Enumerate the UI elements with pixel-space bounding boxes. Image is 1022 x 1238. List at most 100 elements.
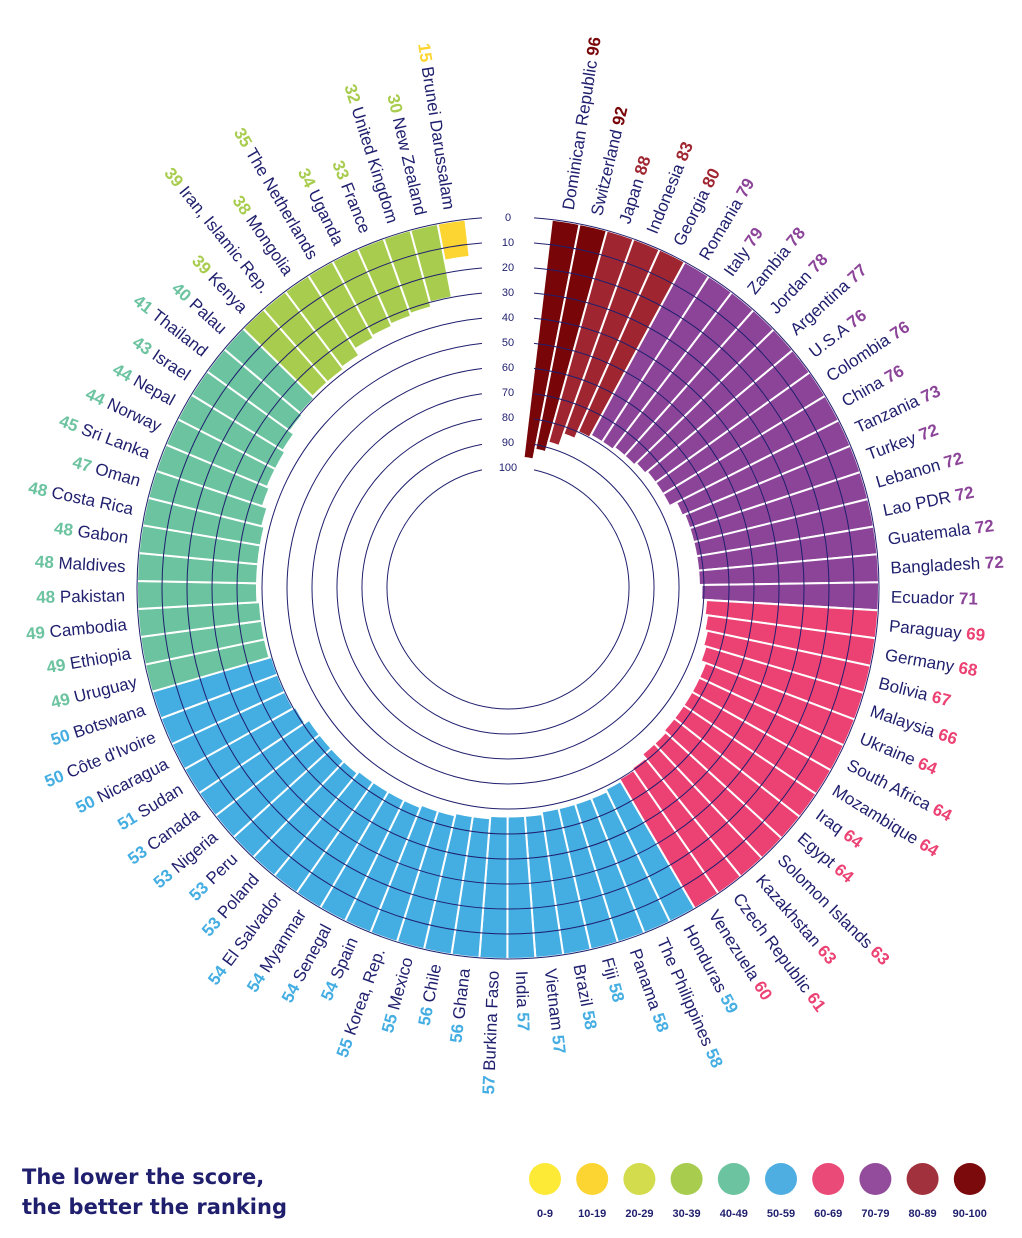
country-label: India 57 bbox=[512, 970, 533, 1031]
legend-swatch bbox=[623, 1163, 656, 1195]
country-name: Guatemala bbox=[887, 519, 972, 549]
country-score: 45 bbox=[57, 411, 81, 435]
country-score: 80 bbox=[698, 165, 723, 190]
country-score: 68 bbox=[957, 658, 979, 680]
country-score: 47 bbox=[70, 452, 93, 476]
country-name: Iraq bbox=[812, 805, 847, 838]
legend-swatch bbox=[765, 1163, 797, 1195]
country-score: 49 bbox=[45, 655, 67, 677]
legend-swatch bbox=[529, 1163, 561, 1195]
ring-70 bbox=[311, 393, 705, 785]
ring-tick-label: 30 bbox=[502, 287, 514, 299]
country-label: 49 Cambodia bbox=[25, 615, 128, 644]
country-name: Burkina Faso bbox=[479, 970, 502, 1071]
country-score: 78 bbox=[782, 223, 809, 250]
country-score: 58 bbox=[702, 1046, 727, 1071]
bars bbox=[135, 218, 880, 961]
country-score: 61 bbox=[803, 989, 830, 1016]
country-label: 57 Burkina Faso bbox=[478, 970, 502, 1094]
country-score: 50 bbox=[73, 791, 98, 817]
country-score: 48 bbox=[27, 478, 49, 500]
note-line-1: The lower the score, bbox=[22, 1165, 265, 1189]
country-name: Peru bbox=[202, 849, 241, 888]
legend-swatch bbox=[859, 1163, 892, 1195]
ring-tick-label: 100 bbox=[499, 462, 517, 474]
country-score: 58 bbox=[605, 981, 628, 1004]
country-score: 66 bbox=[936, 724, 960, 748]
country-score: 64 bbox=[831, 860, 858, 887]
ring-20 bbox=[186, 267, 830, 910]
country-score: 55 bbox=[378, 1012, 401, 1035]
ring-50 bbox=[261, 342, 755, 835]
country-score: 76 bbox=[881, 361, 907, 387]
country-label: 48 Gabon bbox=[53, 518, 130, 547]
country-name: Maldives bbox=[58, 553, 126, 576]
country-score: 34 bbox=[294, 165, 320, 191]
country-score: 57 bbox=[478, 1075, 498, 1095]
country-name: Nepal bbox=[130, 371, 178, 409]
country-name: Italy bbox=[720, 243, 754, 280]
legend-label: 90-100 bbox=[953, 1208, 987, 1220]
country-label: Ecuador 71 bbox=[891, 587, 978, 608]
country-score: 57 bbox=[514, 1012, 534, 1032]
country-score: 50 bbox=[48, 725, 72, 749]
country-score: 39 bbox=[161, 164, 188, 191]
country-score: 67 bbox=[930, 687, 953, 710]
country-score: 76 bbox=[887, 317, 913, 343]
country-name: Turkey bbox=[864, 428, 919, 464]
country-score: 48 bbox=[36, 587, 55, 606]
country-label: Bangladesh 72 bbox=[890, 552, 1004, 577]
ring-tick-label: 90 bbox=[502, 437, 514, 449]
ring-tick-label: 70 bbox=[502, 387, 514, 399]
legend-label: 70-79 bbox=[861, 1208, 889, 1220]
country-score: 59 bbox=[717, 991, 743, 1017]
country-score: 88 bbox=[630, 153, 654, 177]
ring-tick-label: 50 bbox=[502, 337, 514, 349]
legend-label: 20-29 bbox=[625, 1208, 653, 1220]
ring-tick-label: 0 bbox=[505, 212, 511, 224]
country-name: Brazil bbox=[570, 963, 597, 1008]
country-score: 64 bbox=[916, 834, 943, 860]
country-score: 30 bbox=[384, 92, 407, 115]
country-name: Japan bbox=[615, 176, 647, 226]
country-name: Gabon bbox=[76, 521, 129, 547]
country-label: Paraguay 69 bbox=[888, 616, 986, 644]
country-name: Chile bbox=[419, 962, 445, 1004]
country-name: Germany bbox=[884, 645, 957, 676]
country-score: 72 bbox=[953, 482, 975, 504]
ring-tick-label: 10 bbox=[502, 237, 514, 249]
ring-tick-label: 20 bbox=[502, 262, 514, 274]
country-label: Vietnam 57 bbox=[541, 968, 569, 1055]
country-name: France bbox=[338, 180, 375, 236]
ring-30 bbox=[211, 292, 805, 885]
country-score: 49 bbox=[49, 689, 72, 712]
country-score: 32 bbox=[341, 82, 365, 106]
country-score: 63 bbox=[867, 942, 894, 969]
country-name: Fiji bbox=[598, 955, 622, 981]
ring-0 bbox=[136, 217, 880, 960]
country-score: 50 bbox=[42, 766, 67, 791]
ring-100 bbox=[386, 469, 630, 710]
country-score: 96 bbox=[583, 35, 605, 57]
country-name: China bbox=[838, 372, 887, 410]
country-name: Ethiopia bbox=[68, 643, 132, 672]
country-score: 51 bbox=[114, 808, 140, 834]
country-label: Bolivia 67 bbox=[877, 673, 953, 710]
country-score: 54 bbox=[278, 980, 304, 1006]
country-score: 83 bbox=[672, 139, 697, 164]
country-label: Brazil 58 bbox=[570, 963, 601, 1032]
country-score: 69 bbox=[965, 624, 986, 645]
country-label: 47 Oman bbox=[70, 452, 142, 490]
ring-60 bbox=[286, 368, 730, 810]
country-name: Lebanon bbox=[873, 455, 942, 492]
country-score: 76 bbox=[843, 305, 870, 332]
legend-swatch bbox=[717, 1163, 750, 1195]
country-name: Israel bbox=[149, 345, 194, 384]
legend-swatch bbox=[812, 1163, 845, 1195]
country-name: Paraguay bbox=[888, 616, 963, 642]
country-score: 56 bbox=[414, 1005, 436, 1027]
country-label: Lao PDR 72 bbox=[881, 482, 976, 519]
rings: 0 10 20 30 40 50 60 70 80 90 100 bbox=[136, 212, 880, 960]
country-score: 35 bbox=[230, 124, 256, 150]
ring-tick-label: 40 bbox=[502, 312, 514, 324]
